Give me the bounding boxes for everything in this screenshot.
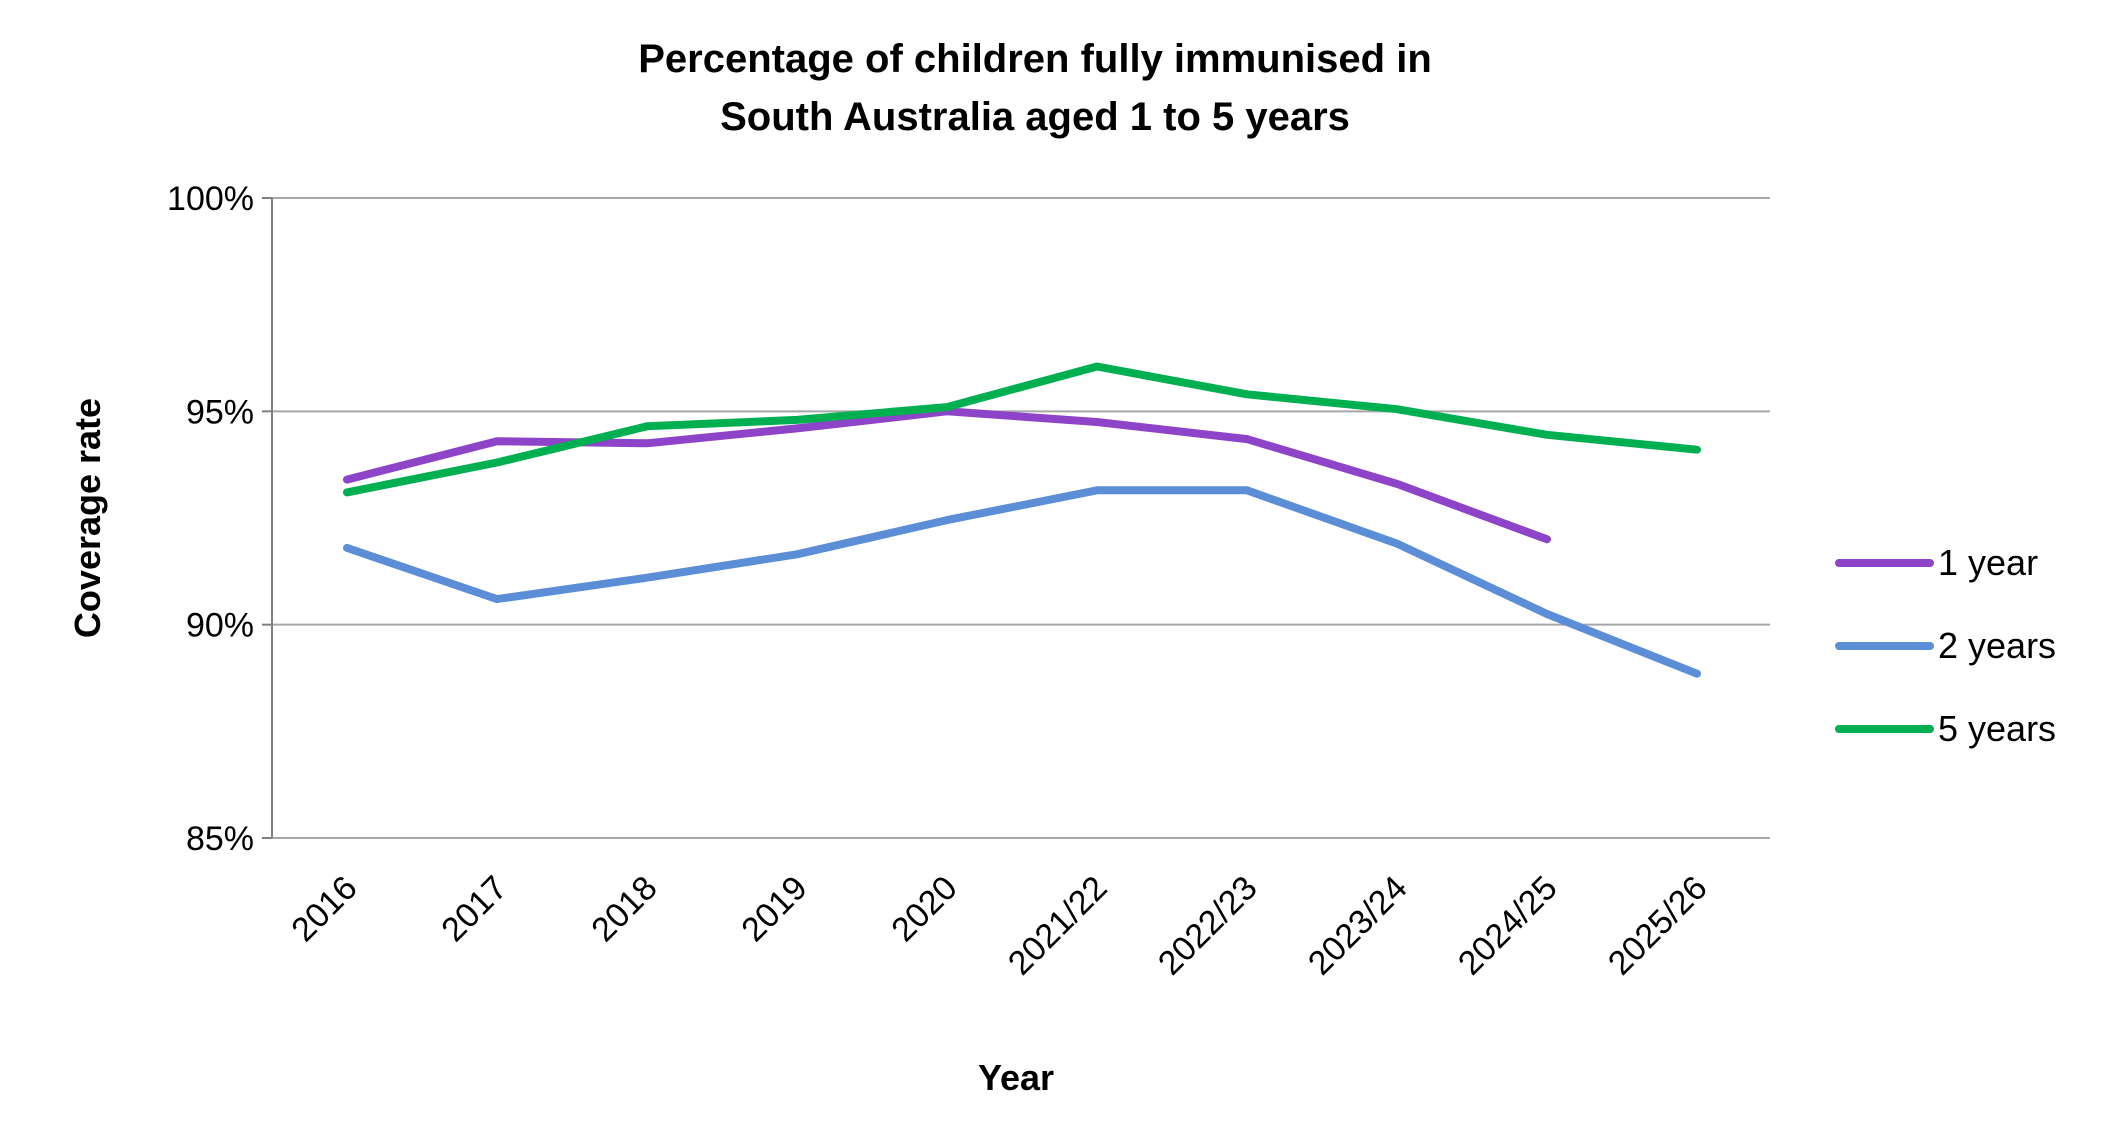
legend-label: 5 years	[1938, 708, 2056, 749]
series-line-1	[343, 407, 1551, 544]
x-axis-title: Year	[978, 1057, 1054, 1098]
x-tick-label: 2025/26	[1601, 869, 1715, 983]
series-line-3	[343, 362, 1701, 497]
x-tick-label: 2018	[584, 869, 664, 949]
legend: 1 year 2 years 5 years	[1835, 542, 2056, 749]
x-tick-label: 2023/24	[1301, 869, 1415, 983]
x-tick-label: 2024/25	[1451, 869, 1565, 983]
x-tick-label: 2016	[284, 869, 364, 949]
legend-label: 2 years	[1938, 625, 2056, 666]
x-tick-label: 2020	[884, 869, 964, 949]
x-tick-label: 2022/23	[1151, 869, 1265, 983]
x-tick-label: 2021/22	[1001, 869, 1115, 983]
x-tick-label: 2017	[434, 869, 514, 949]
y-tick-labels: 85% 90% 95% 100%	[167, 180, 254, 858]
y-tick-label: 100%	[167, 180, 254, 218]
chart-title-line-1: Percentage of children fully immunised i…	[638, 37, 1432, 81]
y-tick-label: 95%	[186, 393, 254, 431]
y-tick-label: 85%	[186, 820, 254, 858]
y-axis-title: Coverage rate	[67, 398, 108, 638]
x-tick-labels: 2016 2017 2018 2019 2020 2021/22 2022/23 2023/2…	[284, 869, 1714, 983]
y-tick-label: 90%	[186, 607, 254, 645]
chart-title-line-2: South Australia aged 1 to 5 years	[720, 95, 1350, 139]
series-lines	[343, 362, 1701, 678]
legend-label: 1 year	[1938, 542, 2038, 583]
gridlines	[262, 197, 1770, 839]
x-tick-label: 2019	[734, 869, 814, 949]
series-line-2	[343, 486, 1701, 678]
